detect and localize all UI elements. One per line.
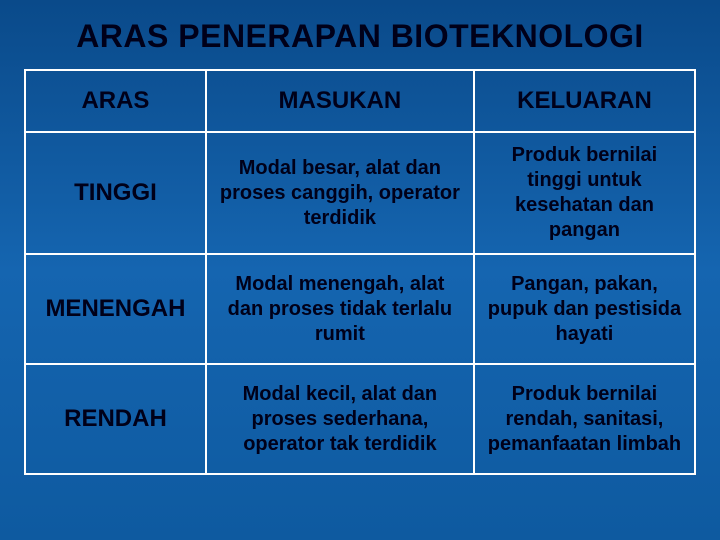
- cell-masukan-menengah: Modal menengah, alat dan proses tidak te…: [206, 254, 474, 364]
- header-keluaran: KELUARAN: [474, 70, 695, 132]
- cell-level-rendah: RENDAH: [25, 364, 206, 474]
- table-row: RENDAH Modal kecil, alat dan proses sede…: [25, 364, 695, 474]
- table-row: MENENGAH Modal menengah, alat dan proses…: [25, 254, 695, 364]
- cell-keluaran-tinggi: Produk bernilai tinggi untuk kesehatan d…: [474, 132, 695, 254]
- cell-masukan-tinggi: Modal besar, alat dan proses canggih, op…: [206, 132, 474, 254]
- header-aras: ARAS: [25, 70, 206, 132]
- header-masukan: MASUKAN: [206, 70, 474, 132]
- cell-keluaran-menengah: Pangan, pakan, pupuk dan pestisida hayat…: [474, 254, 695, 364]
- cell-masukan-rendah: Modal kecil, alat dan proses sederhana, …: [206, 364, 474, 474]
- cell-level-tinggi: TINGGI: [25, 132, 206, 254]
- table-header-row: ARAS MASUKAN KELUARAN: [25, 70, 695, 132]
- table-row: TINGGI Modal besar, alat dan proses cang…: [25, 132, 695, 254]
- aras-table: ARAS MASUKAN KELUARAN TINGGI Modal besar…: [24, 69, 696, 475]
- cell-level-menengah: MENENGAH: [25, 254, 206, 364]
- slide-title: ARAS PENERAPAN BIOTEKNOLOGI: [24, 18, 696, 55]
- cell-keluaran-rendah: Produk bernilai rendah, sanitasi, pemanf…: [474, 364, 695, 474]
